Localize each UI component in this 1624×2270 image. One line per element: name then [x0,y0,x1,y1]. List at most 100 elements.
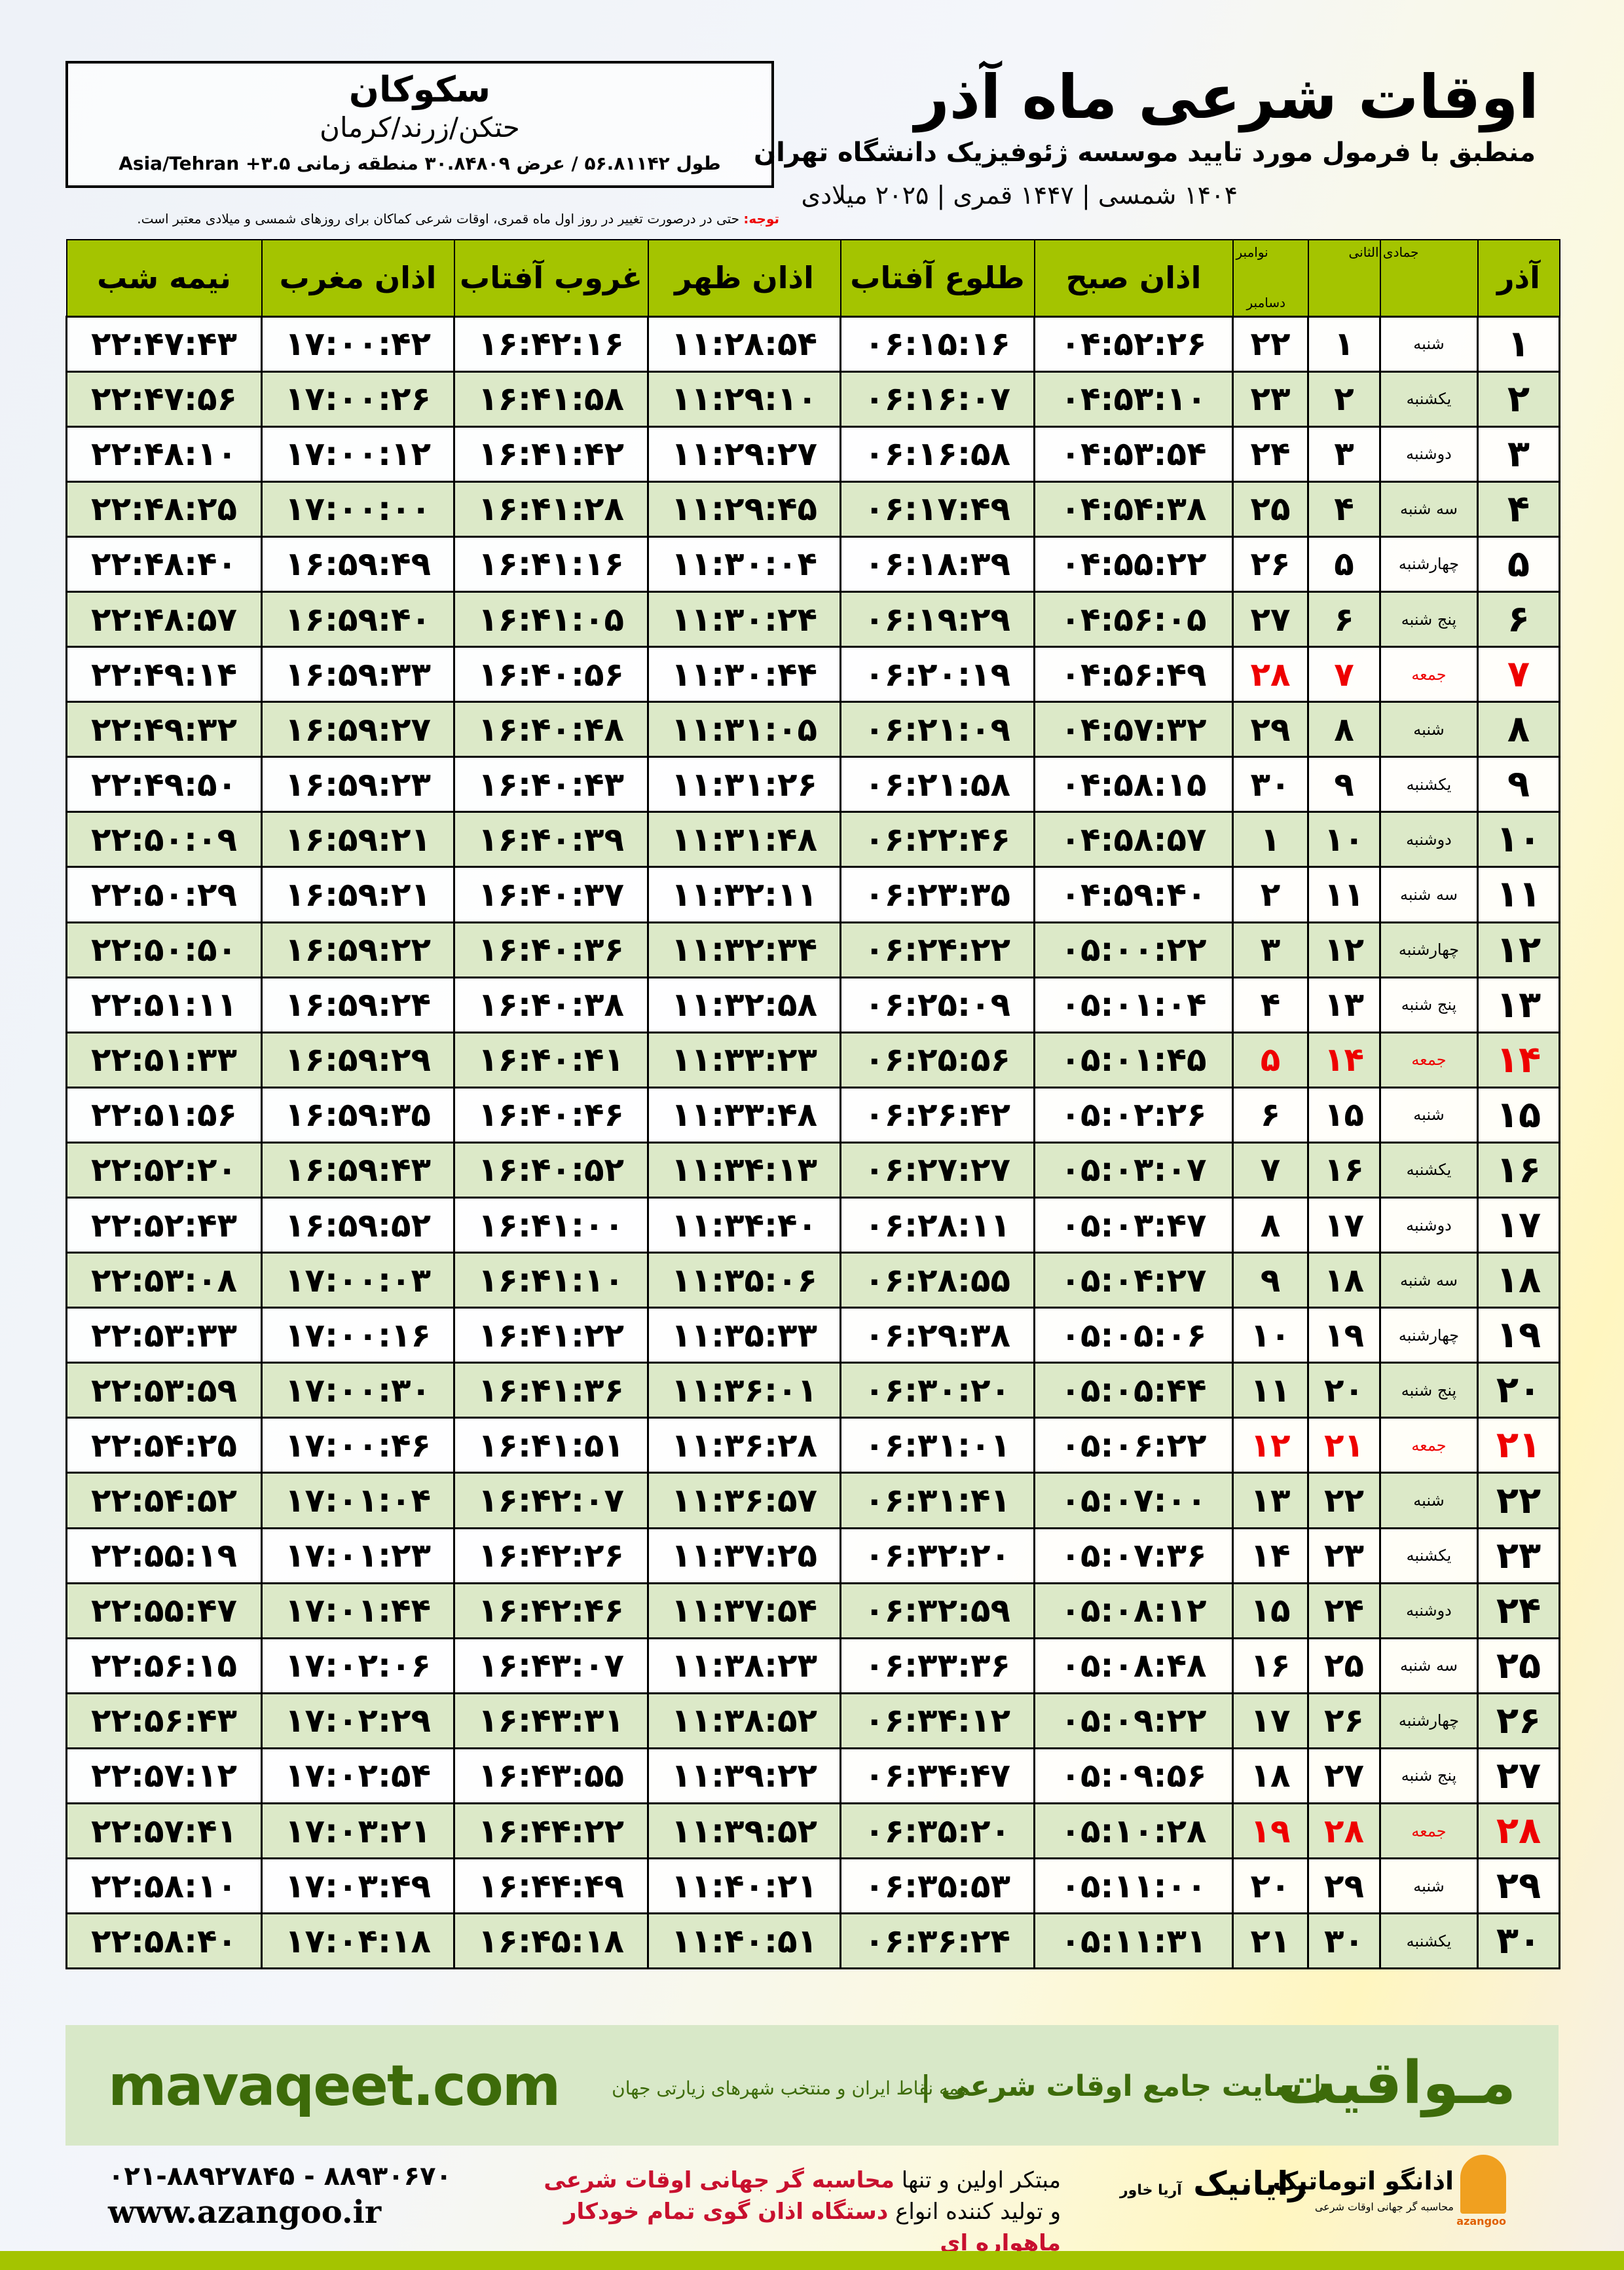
nime-time: ۲۲:۴۸:۱۰ [65,425,263,483]
sobh-time: ۰۵:۰۹:۵۶ [1033,1747,1234,1805]
ghorub-time: ۱۶:۴۱:۰۰ [453,1196,649,1254]
zohr-time: ۱۱:۳۶:۵۷ [647,1472,841,1529]
weekday: پنج شنبه [1379,1747,1479,1805]
maghreb-time: ۱۷:۰۰:۴۲ [261,315,455,373]
promo-1b: محاسبه گر جهانی اوقات شرعی [544,2167,895,2193]
zohr-time: ۱۱:۳۷:۵۴ [647,1582,841,1639]
nime-time: ۲۲:۵۰:۰۹ [65,811,263,868]
slogan: | سایت جامع اوقات شرعی | [920,2070,1323,2103]
zohr-time: ۱۱:۳۰:۲۴ [647,590,841,648]
azar-day: ۴ [1477,480,1560,538]
tolu-time: ۰۶:۲۶:۴۲ [840,1086,1035,1144]
promo-text: مبتکر اولین و تنها محاسبه گر جهانی اوقات… [485,2165,1061,2259]
maghreb-time: ۱۶:۵۹:۲۹ [261,1031,455,1088]
nime-time: ۲۲:۴۷:۴۳ [65,315,263,373]
tolu-time: ۰۶:۲۵:۵۶ [840,1031,1035,1088]
sobh-time: ۰۴:۵۳:۵۴ [1033,425,1234,483]
sobh-time: ۰۴:۵۶:۴۹ [1033,646,1234,703]
weekday: شنبه [1379,701,1479,758]
maghreb-time: ۱۷:۰۱:۲۳ [261,1527,455,1584]
weekday: یکشنبه [1379,1141,1479,1199]
weekday: جمعه [1379,646,1479,703]
maghreb-time: ۱۶:۵۹:۳۳ [261,646,455,703]
table-row: ۱۰ دوشنبه ۱۰ ۱ ۰۴:۵۸:۵۷ ۰۶:۲۲:۴۶ ۱۱:۳۱:۴۸ ۱۶:۴۰… [65,811,1560,868]
weekday: شنبه [1379,315,1479,373]
maghreb-time: ۱۶:۵۹:۲۳ [261,756,455,813]
zohr-time: ۱۱:۳۲:۳۴ [647,921,841,978]
site-url[interactable]: mavaqeet.com [108,2053,561,2119]
nime-time: ۲۲:۴۹:۳۲ [65,701,263,758]
zohr-time: ۱۱:۳۵:۰۶ [647,1252,841,1309]
nime-time: ۲۲:۴۸:۵۷ [65,590,263,648]
tolu-time: ۰۶:۲۸:۱۱ [840,1196,1035,1254]
ghorub-time: ۱۶:۴۴:۴۹ [453,1857,649,1915]
zohr-time: ۱۱:۳۰:۴۴ [647,646,841,703]
weekday: یکشنبه [1379,756,1479,813]
azar-day: ۳۰ [1477,1912,1560,1970]
sobh-time: ۰۴:۵۷:۳۲ [1033,701,1234,758]
prayer-times-table: آذر جمادی الثانی نوامبر دسامبر اذان صبح ط… [65,239,1560,1970]
ghorub-time: ۱۶:۴۰:۴۸ [453,701,649,758]
table-row: ۱۹ چهارشنبه ۱۹ ۱۰ ۰۵:۰۵:۰۶ ۰۶:۲۹:۳۸ ۱۱:۳۵:۳۳ ۱۶… [65,1307,1560,1364]
weekday: دوشنبه [1379,811,1479,868]
nime-time: ۲۲:۵۲:۴۳ [65,1196,263,1254]
sobh-time: ۰۵:۰۴:۲۷ [1033,1252,1234,1309]
nime-time: ۲۲:۴۹:۱۴ [65,646,263,703]
table-row: ۱۷ دوشنبه ۱۷ ۸ ۰۵:۰۳:۴۷ ۰۶:۲۸:۱۱ ۱۱:۳۴:۴۰ ۱۶:۴۱… [65,1196,1560,1254]
slogan-sub: همه نقاط ایران و منتخب شهرهای زیارتی جها… [612,2077,969,2099]
table-row: ۸ شنبه ۸ ۲۹ ۰۴:۵۷:۳۲ ۰۶:۲۱:۰۹ ۱۱:۳۱:۰۵ ۱۶:۴۰:۴۸… [65,701,1560,758]
hijri-day: ۱۳ [1307,976,1381,1033]
nime-time: ۲۲:۵۷:۱۲ [65,1747,263,1805]
maghreb-time: ۱۶:۵۹:۴۰ [261,590,455,648]
weekday: چهارشنبه [1379,1307,1479,1364]
hijri-day: ۸ [1307,701,1381,758]
sobh-time: ۰۴:۵۸:۱۵ [1033,756,1234,813]
hijri-day: ۲۴ [1307,1582,1381,1639]
azar-day: ۱۷ [1477,1196,1560,1254]
tolu-time: ۰۶:۲۱:۵۸ [840,756,1035,813]
ghorub-time: ۱۶:۴۱:۵۸ [453,370,649,428]
hijri-day: ۲۱ [1307,1417,1381,1474]
weekday: دوشنبه [1379,425,1479,483]
hijri-day: ۲ [1307,370,1381,428]
hijri-day: ۱۷ [1307,1196,1381,1254]
gregorian-day: ۱۳ [1232,1472,1309,1529]
tolu-time: ۰۶:۳۶:۲۴ [840,1912,1035,1970]
hijri-day: ۲۷ [1307,1747,1381,1805]
weekday: جمعه [1379,1417,1479,1474]
zohr-time: ۱۱:۲۹:۱۰ [647,370,841,428]
zohr-time: ۱۱:۴۰:۵۱ [647,1912,841,1970]
nime-time: ۲۲:۵۶:۱۵ [65,1637,263,1694]
weekday: پنج شنبه [1379,590,1479,648]
gregorian-day: ۳ [1232,921,1309,978]
hijri-day: ۱۲ [1307,921,1381,978]
weekday: پنج شنبه [1379,1362,1479,1419]
hijri-day: ۴ [1307,480,1381,538]
gregorian-day: ۹ [1232,1252,1309,1309]
hijri-day: ۹ [1307,756,1381,813]
header-weekday [1379,239,1479,317]
azar-day: ۱۰ [1477,811,1560,868]
nime-time: ۲۲:۴۷:۵۶ [65,370,263,428]
azangoo-url[interactable]: www.azangoo.ir [108,2194,382,2231]
azar-day: ۳ [1477,425,1560,483]
maghreb-time: ۱۷:۰۰:۰۰ [261,480,455,538]
table-row: ۶ پنج شنبه ۶ ۲۷ ۰۴:۵۶:۰۵ ۰۶:۱۹:۲۹ ۱۱:۳۰:۲۴ ۱۶:۴… [65,590,1560,648]
table-row: ۲۵ سه شنبه ۲۵ ۱۶ ۰۵:۰۸:۴۸ ۰۶:۳۳:۳۶ ۱۱:۳۸:۲۳ ۱۶:… [65,1637,1560,1694]
gregorian-day: ۱۸ [1232,1747,1309,1805]
rayanik-sub: آریا خاور [1120,2182,1182,2199]
ghorub-time: ۱۶:۴۳:۳۱ [453,1692,649,1749]
sobh-time: ۰۵:۰۵:۴۴ [1033,1362,1234,1419]
ghorub-time: ۱۶:۴۵:۱۸ [453,1912,649,1970]
maghreb-time: ۱۷:۰۳:۲۱ [261,1802,455,1860]
weekday: یکشنبه [1379,1912,1479,1970]
weekday: دوشنبه [1379,1582,1479,1639]
zohr-time: ۱۱:۴۰:۲۱ [647,1857,841,1915]
tolu-time: ۰۶:۳۴:۱۲ [840,1692,1035,1749]
ghorub-time: ۱۶:۴۱:۰۵ [453,590,649,648]
maghreb-time: ۱۶:۵۹:۴۳ [261,1141,455,1199]
nime-time: ۲۲:۴۹:۵۰ [65,756,263,813]
city-name: سکوکان [348,69,491,110]
table-row: ۷ جمعه ۷ ۲۸ ۰۴:۵۶:۴۹ ۰۶:۲۰:۱۹ ۱۱:۳۰:۴۴ ۱۶:۴۰:۵۶… [65,646,1560,703]
ghorub-time: ۱۶:۴۱:۳۶ [453,1362,649,1419]
